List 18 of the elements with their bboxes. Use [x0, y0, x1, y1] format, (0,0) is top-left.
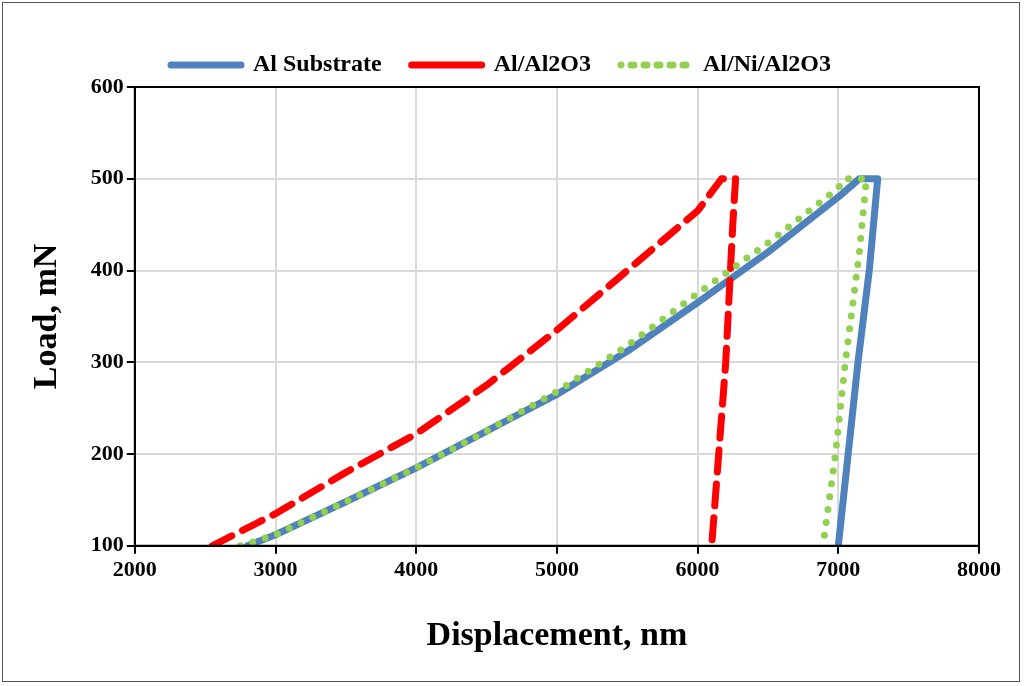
x-tick-label: 3000	[253, 555, 298, 581]
y-tick-label: 100	[90, 531, 124, 557]
x-tick-label: 5000	[534, 555, 579, 581]
x-tick-label: 4000	[394, 555, 439, 581]
x-tick-label: 6000	[675, 555, 720, 581]
y-tick-label: 400	[90, 256, 124, 282]
x-tick-label: 8000	[957, 555, 1001, 581]
x-tick-label: 2000	[112, 555, 157, 581]
x-tick-label: 7000	[816, 555, 861, 581]
y-tick-label: 600	[90, 72, 124, 98]
legend-label: Al/Ni/Al2O3	[703, 50, 832, 77]
y-tick-label: 300	[90, 347, 124, 373]
y-tick-label: 200	[90, 439, 124, 465]
y-axis-title: Load, mN	[26, 243, 64, 390]
x-axis-title: Displacement, nm	[426, 615, 688, 653]
y-tick-label: 500	[90, 164, 124, 190]
legend-label: Al Substrate	[252, 50, 383, 77]
legend-label: Al/Al2O3	[493, 50, 592, 77]
